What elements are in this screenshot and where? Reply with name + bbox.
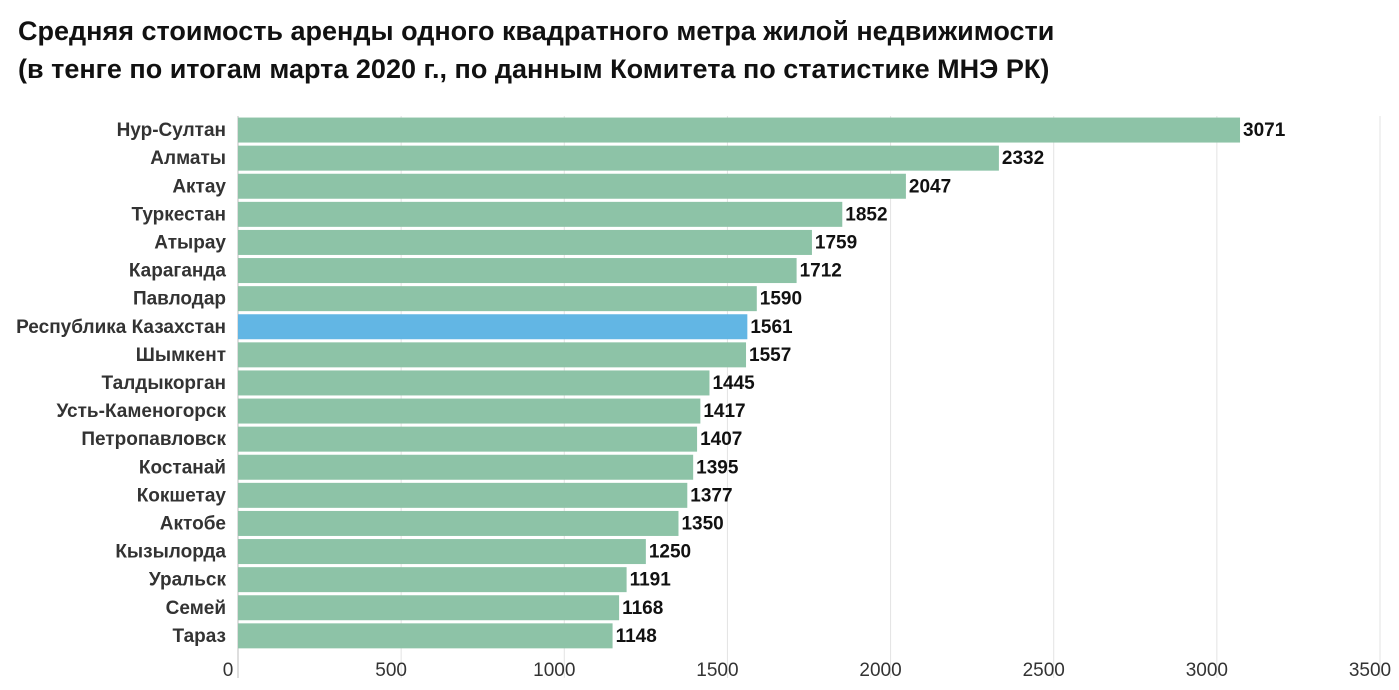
- value-label-13: 1377: [690, 485, 732, 506]
- value-label-15: 1250: [649, 542, 691, 563]
- x-tick-label-6: 3000: [1186, 660, 1228, 681]
- bar-6: [238, 286, 757, 312]
- bar-3: [238, 201, 843, 227]
- category-label-11: Петропавловск: [81, 429, 226, 450]
- bar-0: [238, 117, 1241, 143]
- value-label-0: 3071: [1243, 120, 1286, 141]
- category-label-4: Атырау: [154, 232, 226, 253]
- x-tick-label-2: 1000: [533, 660, 575, 681]
- category-label-17: Семей: [166, 598, 226, 619]
- value-label-11: 1407: [700, 429, 742, 450]
- bar-7: [238, 314, 748, 340]
- bar-14: [238, 510, 679, 536]
- category-label-15: Кызылорда: [115, 542, 226, 563]
- value-label-9: 1445: [712, 373, 755, 394]
- bar-18: [238, 623, 613, 649]
- bar-2: [238, 173, 906, 199]
- value-label-16: 1191: [630, 570, 672, 591]
- value-label-10: 1417: [703, 401, 745, 422]
- bar-17: [238, 595, 620, 621]
- bar-5: [238, 258, 797, 284]
- category-label-3: Туркестан: [131, 204, 226, 225]
- category-label-7: Республика Казахстан: [16, 317, 226, 338]
- category-label-2: Актау: [172, 176, 226, 197]
- category-label-9: Талдыкорган: [102, 373, 226, 394]
- x-tick-label-7: 3500: [1349, 660, 1391, 681]
- value-label-5: 1712: [800, 261, 842, 282]
- value-label-3: 1852: [845, 204, 887, 225]
- chart-title: Средняя стоимость аренды одного квадратн…: [18, 12, 1388, 88]
- x-tick-label-4: 2000: [859, 660, 901, 681]
- bar-11: [238, 426, 698, 452]
- value-label-1: 2332: [1002, 148, 1044, 169]
- chart-title-line-2: (в тенге по итогам марта 2020 г., по дан…: [18, 54, 1050, 84]
- category-label-18: Тараз: [172, 626, 226, 647]
- category-label-10: Усть-Каменогорск: [56, 401, 226, 422]
- category-label-12: Костанай: [139, 457, 226, 478]
- bar-8: [238, 342, 747, 368]
- x-tick-label-1: 500: [375, 660, 407, 681]
- category-label-16: Уральск: [149, 570, 227, 591]
- bar-15: [238, 539, 646, 565]
- x-tick-label-5: 2500: [1023, 660, 1065, 681]
- category-label-1: Алматы: [150, 148, 226, 169]
- value-label-4: 1759: [815, 232, 857, 253]
- bar-10: [238, 398, 701, 424]
- bar-13: [238, 482, 688, 508]
- category-label-5: Караганда: [129, 261, 227, 282]
- value-label-18: 1148: [616, 626, 657, 647]
- bar-16: [238, 567, 627, 593]
- value-label-8: 1557: [749, 345, 791, 366]
- value-label-14: 1350: [681, 513, 723, 534]
- bar-4: [238, 229, 812, 255]
- value-label-12: 1395: [696, 457, 739, 478]
- category-label-8: Шымкент: [136, 345, 226, 366]
- bar-1: [238, 145, 999, 171]
- category-label-0: Нур-Султан: [117, 120, 226, 141]
- value-label-7: 1561: [750, 317, 793, 338]
- category-label-6: Павлодар: [133, 289, 226, 310]
- value-label-17: 1168: [622, 598, 663, 619]
- category-label-14: Актобе: [160, 513, 226, 534]
- bar-9: [238, 370, 710, 396]
- x-tick-label-3: 1500: [696, 660, 738, 681]
- value-label-2: 2047: [909, 176, 951, 197]
- category-label-13: Кокшетау: [137, 485, 227, 506]
- x-tick-label-0: 0: [223, 660, 234, 681]
- chart-title-line-1: Средняя стоимость аренды одного квадратн…: [18, 16, 1055, 46]
- bar-12: [238, 454, 694, 480]
- value-label-6: 1590: [760, 289, 802, 310]
